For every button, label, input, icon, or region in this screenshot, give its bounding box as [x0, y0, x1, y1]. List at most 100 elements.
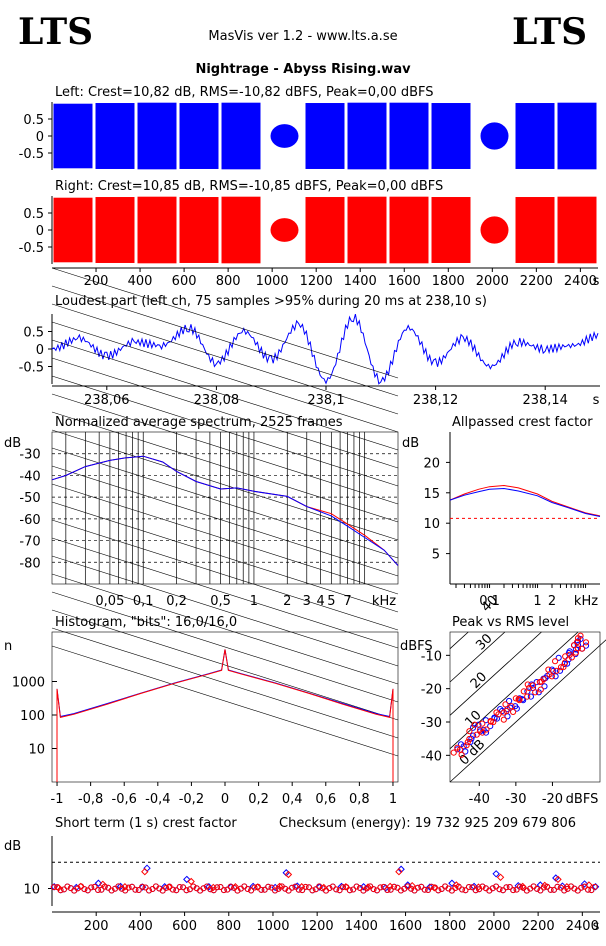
short-term-point	[220, 887, 227, 894]
short-term-point	[544, 883, 551, 890]
short-term-point	[142, 884, 149, 891]
pvr-point	[491, 714, 498, 721]
y-tick-label: -20	[421, 683, 442, 698]
short-term-point	[139, 883, 146, 890]
short-term-point	[169, 886, 176, 893]
spectrum-ylabel: dB	[4, 436, 21, 451]
x-tick-label: 1	[533, 594, 541, 609]
short-term-point	[64, 883, 71, 890]
short-term-point	[122, 887, 129, 894]
y-tick-label: 10	[28, 742, 45, 757]
x-tick-label: 400	[128, 274, 153, 289]
short-term-point	[479, 883, 486, 890]
pvr-point	[532, 689, 539, 696]
short-term-point	[500, 887, 506, 894]
x-tick-label: 800	[216, 274, 241, 289]
short-term-point	[580, 880, 589, 888]
short-term-point	[258, 886, 265, 893]
short-term-point	[176, 884, 183, 890]
right-waveform-title: Right: Crest=10,85 dB, RMS=-10,85 dBFS, …	[55, 179, 443, 194]
x-tick-label: 0,05	[95, 594, 124, 609]
short-term-point	[205, 883, 213, 891]
pvr-point	[557, 664, 565, 671]
pvr-point	[574, 639, 581, 646]
short-term-point	[163, 884, 170, 891]
short-term-crest-chart: Short term (1 s) crest factor Checksum (e…	[4, 816, 600, 934]
pvr-point	[499, 707, 506, 715]
x-tick-label: 238,12	[413, 393, 459, 408]
pvr-point	[508, 703, 515, 710]
x-tick-label: -1	[51, 792, 64, 807]
logo-right: LTS	[512, 11, 587, 53]
y-tick-label: 0.5	[23, 113, 44, 128]
x-tick-label: 3	[303, 594, 311, 609]
x-tick-label: 1	[389, 792, 397, 807]
x-tick-label: -40	[469, 792, 490, 807]
spectrum-slope-line	[51, 627, 399, 739]
x-tick-label: 2000	[476, 274, 509, 289]
pvr-point	[520, 688, 527, 695]
pvr-point	[502, 701, 509, 708]
pvr-point	[515, 696, 522, 703]
short-term-point	[554, 883, 561, 890]
y-tick-label: -70	[19, 535, 40, 550]
short-term-point	[248, 887, 255, 894]
pvr-diagonal-label: 20	[468, 670, 490, 692]
right-waveform-segment	[347, 196, 387, 264]
crest-title: Allpassed crest factor	[452, 415, 593, 430]
short-term-point	[336, 887, 343, 894]
pvr-point	[471, 721, 478, 728]
pvr-point	[516, 697, 523, 704]
short-term-point	[224, 886, 231, 893]
spectrum-slope-line	[51, 573, 399, 685]
short-term-point	[101, 883, 108, 890]
x-tick-label: 2	[548, 594, 556, 609]
left-waveform-segment	[557, 102, 597, 170]
x-unit-label: s	[593, 919, 600, 934]
x-tick-label: 1800	[432, 274, 465, 289]
x-tick-label: 0	[221, 792, 229, 807]
pvr-point	[552, 658, 559, 665]
short-term-point	[61, 886, 67, 893]
short-term-point	[462, 887, 469, 894]
short-term-point	[292, 883, 299, 890]
short-term-point	[517, 883, 523, 890]
y-tick-label: 0	[36, 130, 44, 145]
y-tick-label: -80	[19, 556, 40, 571]
short-term-point	[377, 884, 384, 891]
short-term-point	[384, 887, 391, 893]
histogram-series-line	[56, 649, 394, 782]
pvr-point	[476, 726, 484, 734]
short-term-point	[510, 887, 517, 894]
pvr-point	[527, 693, 535, 700]
right-waveform-segment	[389, 196, 429, 264]
short-term-point	[469, 884, 476, 891]
y-tick-label: 0.5	[23, 207, 44, 222]
pvr-point	[566, 648, 573, 655]
pvr-point	[548, 673, 556, 680]
x-tick-label: -0,8	[78, 792, 103, 807]
pvr-point	[500, 716, 507, 723]
pvr-point	[487, 717, 494, 725]
short-term-point	[513, 886, 520, 893]
short-term-point	[284, 870, 293, 879]
histogram-ylabel: n	[4, 639, 12, 654]
loudest-part-chart: Loudest part (left ch, 75 samples >95% d…	[19, 294, 600, 408]
y-tick-label: 10	[23, 883, 40, 898]
pvr-point	[582, 639, 590, 646]
x-tick-label: 0,8	[349, 792, 370, 807]
short-term-point	[408, 885, 415, 892]
pvr-crest-diagonal	[449, 631, 542, 716]
left-waveform-segment	[480, 122, 509, 150]
left-waveform-segment	[53, 103, 93, 169]
pvr-point	[460, 743, 467, 750]
y-tick-label: 5	[432, 548, 440, 563]
short-term-point	[293, 882, 301, 890]
short-term-point	[190, 883, 197, 890]
pvr-point	[545, 666, 552, 673]
spectrum-slope-line	[51, 321, 399, 433]
allpassed-crest-chart: Allpassed crest factor dB 20 15 10 5 0,1 1 2 kHz	[402, 415, 601, 609]
spectrum-series-line	[51, 455, 399, 566]
pvr-point	[470, 732, 477, 739]
